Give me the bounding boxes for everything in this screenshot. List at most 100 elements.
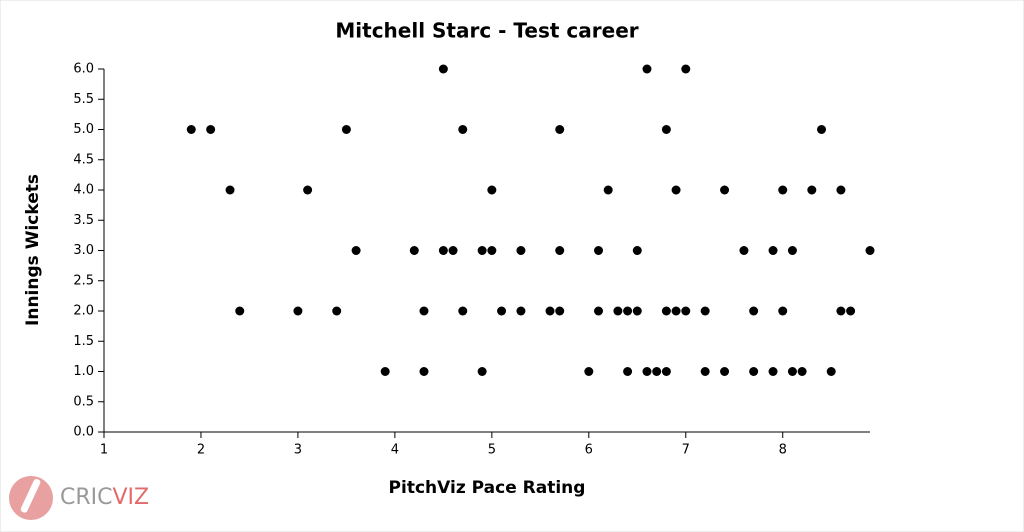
point — [351, 246, 361, 255]
point — [332, 306, 342, 316]
y-tick-label: 3.5 — [73, 213, 94, 228]
point — [235, 306, 245, 316]
x-tick-label: 2 — [197, 443, 205, 458]
point — [661, 306, 671, 316]
x-tick-label: 3 — [294, 443, 302, 458]
point — [303, 185, 313, 195]
chart-title: Mitchell Starc - Test career — [335, 19, 638, 43]
point — [545, 306, 555, 316]
x-tick-label: 5 — [488, 443, 496, 458]
point — [642, 64, 652, 74]
point — [749, 367, 759, 376]
point — [458, 306, 468, 316]
point — [836, 185, 846, 195]
point — [807, 185, 817, 195]
point — [438, 64, 448, 74]
y-tick-label: 4.5 — [73, 152, 94, 167]
y-tick-label: 4.0 — [73, 183, 94, 198]
point — [497, 306, 507, 316]
y-tick-label: 5.0 — [73, 122, 94, 137]
point — [700, 306, 710, 316]
point — [186, 125, 196, 134]
point — [419, 306, 429, 316]
logo-bat — [20, 478, 41, 513]
y-tick-label: 1.0 — [73, 364, 94, 379]
x-axis-label: PitchViz Pace Rating — [389, 478, 586, 498]
y-axis-label: Innings Wickets — [23, 174, 43, 326]
point — [681, 64, 691, 74]
point — [797, 367, 807, 376]
point — [555, 306, 565, 316]
point — [778, 306, 788, 316]
point — [632, 246, 642, 255]
y-tick-label: 6.0 — [73, 62, 94, 77]
point — [787, 246, 797, 255]
point — [613, 306, 623, 316]
point — [409, 246, 419, 255]
logo: CRICVIZ — [9, 476, 149, 520]
point — [487, 185, 497, 195]
point — [836, 306, 846, 316]
point — [448, 246, 458, 255]
point — [700, 367, 710, 376]
y-tick-label: 2.0 — [73, 304, 94, 319]
point — [778, 185, 788, 195]
point — [749, 306, 759, 316]
point — [671, 306, 681, 316]
point — [584, 367, 594, 376]
x-tick-label: 4 — [391, 443, 399, 458]
x-tick-label: 6 — [585, 443, 593, 458]
logo-part: VIZ — [113, 485, 150, 510]
point — [623, 367, 633, 376]
x-tick-label: 7 — [682, 443, 690, 458]
y-tick-label: 0.5 — [73, 394, 94, 409]
point — [555, 246, 565, 255]
point — [632, 306, 642, 316]
point — [642, 367, 652, 376]
y-tick-label: 3.0 — [73, 243, 94, 258]
point — [487, 246, 497, 255]
point — [826, 367, 836, 376]
point — [720, 367, 730, 376]
point — [768, 367, 778, 376]
y-tick-label: 1.5 — [73, 334, 94, 349]
point — [661, 125, 671, 134]
point — [787, 367, 797, 376]
y-tick-label: 2.5 — [73, 273, 94, 288]
point — [555, 125, 565, 134]
point — [293, 306, 303, 316]
logo-text: CRICVIZ — [60, 485, 149, 510]
point — [603, 185, 613, 195]
point — [419, 367, 429, 376]
x-tick-label: 1 — [100, 443, 108, 458]
point — [516, 306, 526, 316]
point — [623, 306, 633, 316]
point — [438, 246, 448, 255]
point — [817, 125, 827, 134]
point — [477, 246, 487, 255]
point — [594, 306, 604, 316]
point — [516, 246, 526, 255]
point — [652, 367, 662, 376]
point — [846, 306, 856, 316]
point — [225, 185, 235, 195]
logo-part: CRIC — [60, 485, 113, 510]
point — [458, 125, 468, 134]
point — [768, 246, 778, 255]
point — [865, 246, 875, 255]
point — [594, 246, 604, 255]
point — [739, 246, 749, 255]
point — [720, 185, 730, 195]
point — [661, 367, 671, 376]
x-tick-label: 8 — [779, 443, 787, 458]
point — [477, 367, 487, 376]
y-tick-label: 5.5 — [73, 92, 94, 107]
point — [671, 185, 681, 195]
point — [681, 306, 691, 316]
point — [206, 125, 216, 134]
point — [341, 125, 351, 134]
point — [380, 367, 390, 376]
y-tick-label: 0.0 — [73, 425, 94, 440]
